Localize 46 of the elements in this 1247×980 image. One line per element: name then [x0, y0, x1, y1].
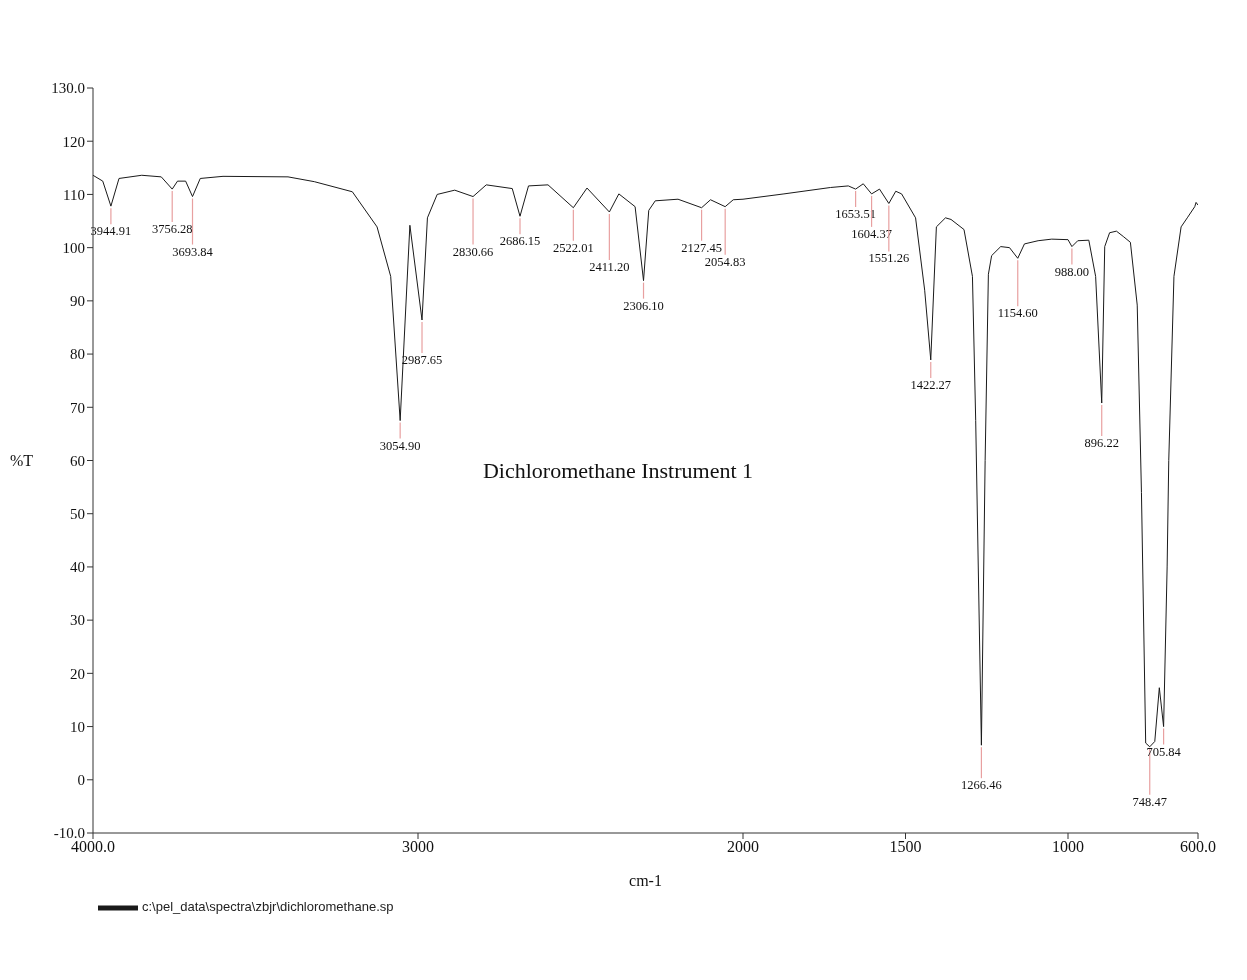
annotation: 896.22: [1084, 436, 1119, 451]
y-tick-label: 80: [70, 346, 85, 363]
annotation: 3054.90: [379, 438, 421, 453]
annotation: 1266.46: [961, 778, 1002, 793]
annotation: 988.00: [1054, 264, 1090, 279]
annotation: 2306.10: [623, 298, 664, 313]
annotation: 3756.28: [151, 222, 193, 237]
annotation: 1422.27: [910, 377, 952, 392]
x-tick-label: 1000: [1052, 838, 1084, 856]
y-axis-title: %T: [10, 452, 34, 470]
annotation: 2522.01: [553, 240, 594, 255]
annotation: 2686.15: [499, 234, 541, 249]
annotation: 705.84: [1146, 744, 1182, 759]
y-tick-label: 120: [62, 133, 85, 150]
annotation: 1154.60: [997, 306, 1038, 321]
x-tick-label: 1500: [889, 838, 922, 856]
x-tick-label: 2000: [727, 838, 759, 856]
y-tick-label: 10: [70, 718, 85, 735]
annotation: 2127.45: [681, 240, 722, 255]
y-tick-label: 40: [70, 559, 85, 576]
annotation: 1551.26: [868, 251, 910, 266]
y-tick-label: 60: [70, 452, 85, 469]
annotation: 3944.91: [90, 224, 132, 239]
legend-label: c:\pel_data\spectra\zbjr\dichloromethane.sp: [142, 899, 394, 915]
text: Dichloromethane Instrument 1: [482, 458, 754, 483]
y-tick-label: 70: [70, 399, 85, 416]
annotation: 2054.83: [704, 254, 746, 269]
y-tick-label: 130.0: [51, 80, 85, 97]
line-series: [93, 174, 1198, 748]
y-tick-label: 0: [77, 772, 85, 789]
annotation: 3693.84: [172, 244, 214, 259]
x-tick-label: 600.0: [1180, 838, 1216, 856]
y-tick-label: 30: [70, 612, 85, 629]
annotation: 748.47: [1132, 794, 1167, 809]
y-tick-label: 110: [63, 186, 85, 203]
annotation: 2830.66: [452, 244, 494, 259]
y-tick-label: 20: [70, 665, 85, 682]
y-tick-label: 90: [70, 293, 85, 310]
y-tick-label: 50: [70, 506, 85, 523]
x-axis-title: cm-1: [629, 872, 662, 889]
x-tick-label: 3000: [402, 838, 434, 856]
annotation: 2987.65: [401, 353, 443, 368]
annotation: 1604.37: [851, 226, 892, 241]
y-tick-label: 100: [62, 239, 85, 256]
annotation: 1653.51: [835, 207, 876, 222]
annotation: 2411.20: [589, 259, 630, 274]
